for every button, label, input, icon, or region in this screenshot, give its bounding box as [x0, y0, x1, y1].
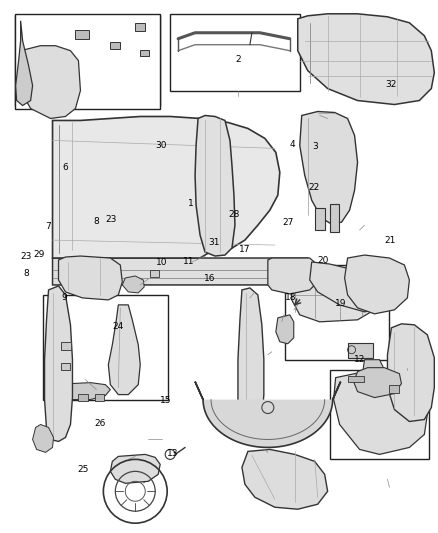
Bar: [348, 376, 364, 382]
Text: 4: 4: [290, 140, 295, 149]
Text: 17: 17: [239, 245, 250, 254]
Polygon shape: [53, 258, 316, 285]
Text: 25: 25: [77, 465, 88, 474]
Text: 6: 6: [63, 163, 68, 172]
Polygon shape: [353, 368, 401, 398]
Text: 1: 1: [188, 199, 194, 208]
Text: 20: 20: [317, 256, 328, 264]
Text: 2: 2: [236, 55, 241, 64]
Polygon shape: [59, 256, 122, 300]
Bar: [135, 23, 145, 31]
Polygon shape: [110, 455, 160, 483]
Bar: [110, 42, 120, 49]
Polygon shape: [63, 383, 110, 400]
Polygon shape: [334, 373, 427, 455]
Text: 13: 13: [167, 449, 179, 458]
Polygon shape: [388, 324, 434, 422]
Text: 10: 10: [155, 258, 167, 266]
Bar: [330, 370, 429, 459]
Bar: [60, 342, 71, 350]
Text: 11: 11: [183, 257, 194, 265]
Text: 16: 16: [204, 273, 215, 282]
Text: 32: 32: [386, 80, 397, 90]
Polygon shape: [32, 424, 53, 453]
Bar: [14, 14, 160, 109]
Polygon shape: [268, 258, 318, 294]
Text: 24: 24: [112, 321, 124, 330]
Text: 7: 7: [45, 222, 51, 231]
Text: 9: 9: [61, 293, 67, 302]
Polygon shape: [345, 255, 410, 314]
Text: 8: 8: [93, 217, 99, 226]
Text: 3: 3: [312, 142, 318, 151]
Bar: [42, 295, 168, 400]
Text: 28: 28: [229, 210, 240, 219]
Polygon shape: [298, 14, 434, 104]
Text: 31: 31: [208, 238, 219, 247]
Bar: [60, 362, 71, 370]
Text: 22: 22: [308, 183, 320, 192]
Text: 27: 27: [283, 219, 293, 228]
Bar: [314, 208, 325, 230]
Polygon shape: [21, 46, 81, 118]
Bar: [285, 265, 389, 360]
Bar: [95, 393, 104, 401]
Text: 8: 8: [23, 270, 29, 278]
Bar: [78, 393, 88, 401]
Polygon shape: [361, 360, 385, 394]
Text: 29: 29: [33, 251, 45, 260]
Text: 19: 19: [335, 299, 346, 308]
Polygon shape: [45, 286, 72, 441]
Polygon shape: [292, 268, 379, 322]
Polygon shape: [276, 315, 294, 344]
Polygon shape: [122, 276, 144, 293]
Polygon shape: [238, 288, 264, 432]
Text: 15: 15: [160, 396, 172, 405]
Polygon shape: [195, 116, 235, 256]
Bar: [150, 270, 159, 277]
Polygon shape: [300, 111, 357, 224]
Polygon shape: [16, 21, 32, 106]
Bar: [75, 30, 89, 39]
Polygon shape: [108, 305, 140, 394]
Text: 23: 23: [20, 253, 32, 261]
Text: 21: 21: [385, 237, 396, 246]
Polygon shape: [195, 382, 341, 447]
Text: 12: 12: [354, 355, 365, 364]
Text: 30: 30: [155, 141, 167, 150]
Polygon shape: [310, 262, 384, 312]
Text: 26: 26: [95, 419, 106, 428]
Polygon shape: [242, 449, 328, 509]
Polygon shape: [53, 117, 280, 258]
Text: 23: 23: [105, 215, 117, 224]
Bar: [330, 204, 339, 232]
Text: 18: 18: [285, 293, 297, 302]
Bar: [389, 385, 399, 393]
Bar: [170, 14, 300, 91]
Bar: [14, 15, 160, 106]
Bar: [348, 343, 372, 358]
Bar: [140, 50, 149, 55]
